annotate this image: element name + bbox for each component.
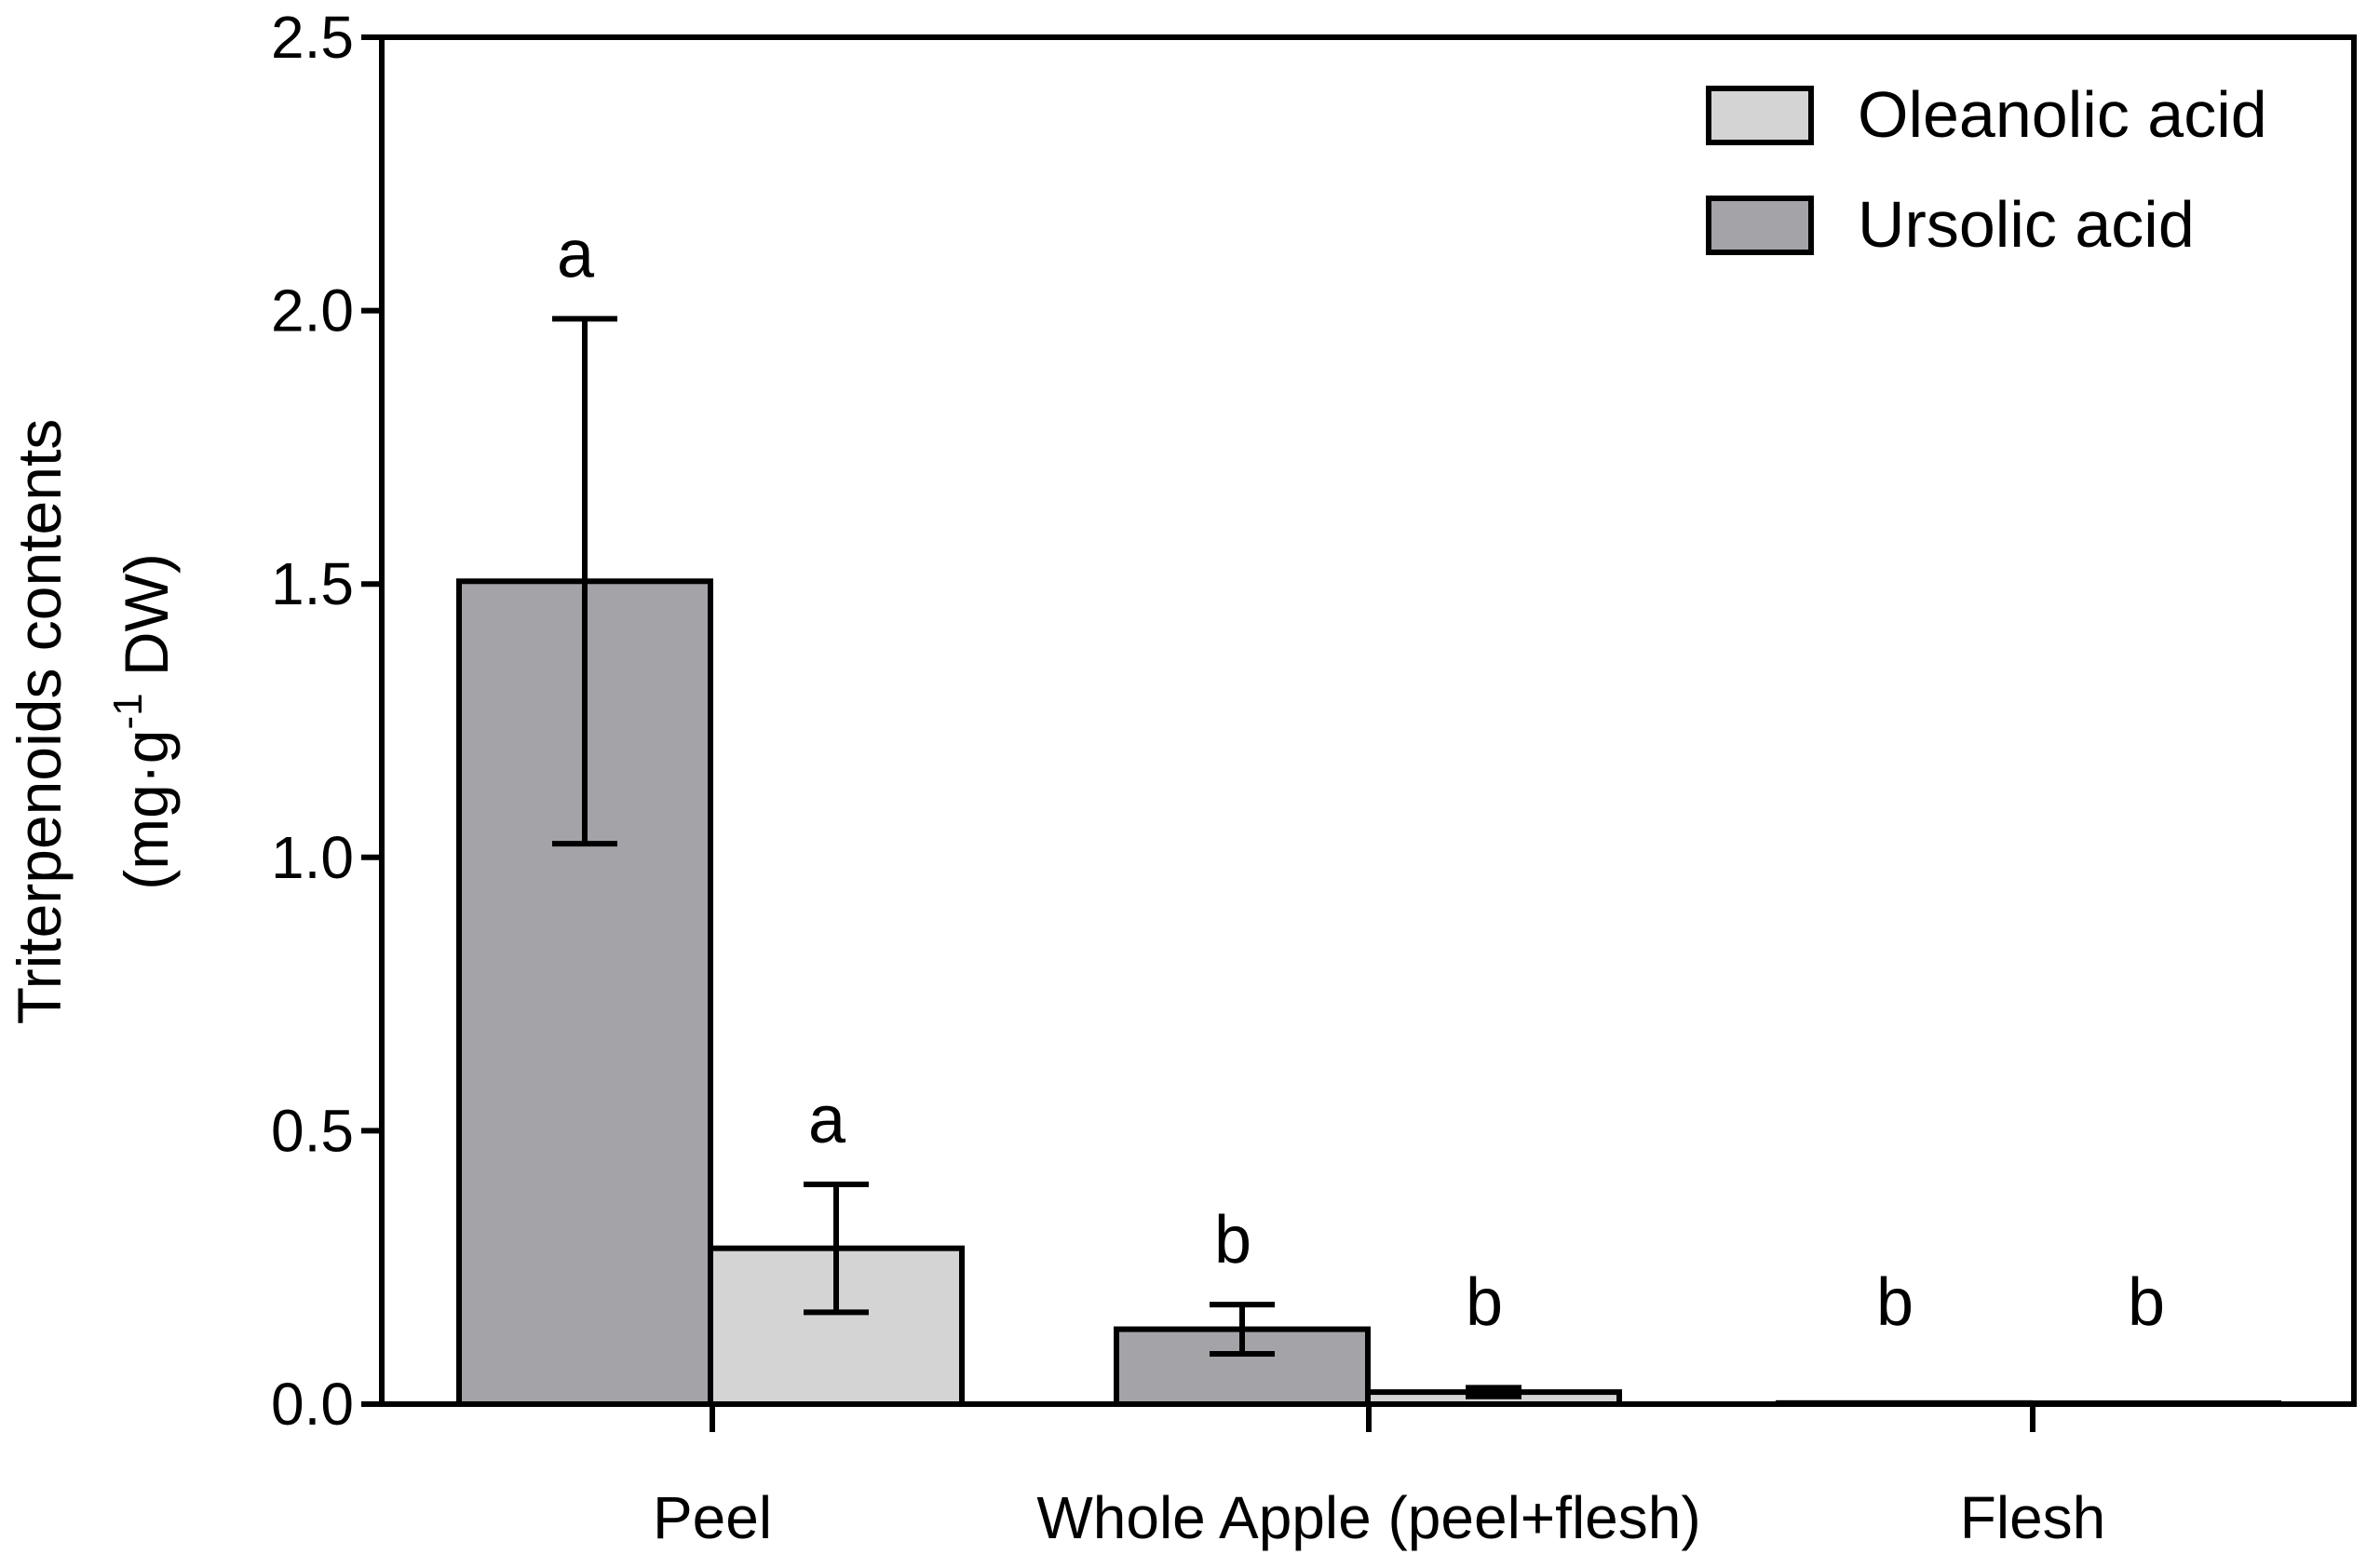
y-tick-label: 0.0 <box>271 1371 354 1438</box>
legend-swatch <box>1706 196 1814 255</box>
x-category-label: Whole Apple (peel+flesh) <box>1036 1484 1700 1551</box>
svg-text:(mg·g-1 DW): (mg·g-1 DW) <box>105 553 181 890</box>
y-tick-label: 2.5 <box>271 4 354 71</box>
y-axis-title: Triterpenoids contents (mg·g-1 DW) <box>5 419 181 1025</box>
significance-letter: b <box>1466 1265 1503 1340</box>
significance-letter: b <box>1876 1265 1913 1340</box>
significance-letter: a <box>808 1083 846 1157</box>
significance-letter: b <box>2128 1265 2165 1340</box>
svg-text:Triterpenoids contents: Triterpenoids contents <box>5 419 74 1025</box>
significance-letter: b <box>1214 1203 1251 1277</box>
x-category-label: Flesh <box>1960 1484 2106 1551</box>
legend: Oleanolic acid Ursolic acid <box>1706 78 2267 261</box>
x-category-label: Peel <box>653 1484 772 1551</box>
y-axis-title-unit-sup: -1 <box>105 693 151 729</box>
bar-ursolic-acid <box>1776 1399 2033 1407</box>
y-axis-title-unit-prefix: (mg·g <box>112 730 181 890</box>
y-axis-title-line1: Triterpenoids contents <box>5 419 74 1025</box>
bar-ursolic-acid <box>1114 1326 1371 1407</box>
legend-label: Ursolic acid <box>1858 188 2195 261</box>
legend-label: Oleanolic acid <box>1858 78 2267 151</box>
y-axis-title-unit-suffix: DW) <box>112 553 181 693</box>
y-tick-label: 1.5 <box>271 550 354 617</box>
plot-area: 0.0 0.5 1.0 1.5 2.0 2.5 Peel a a Whole Apple (pee… <box>271 4 2357 1551</box>
significance-letter: a <box>557 217 595 291</box>
y-tick-label: 0.5 <box>271 1097 354 1164</box>
y-tick-label: 1.0 <box>271 824 354 891</box>
y-tick-label: 2.0 <box>271 277 354 345</box>
legend-swatch <box>1706 86 1814 145</box>
